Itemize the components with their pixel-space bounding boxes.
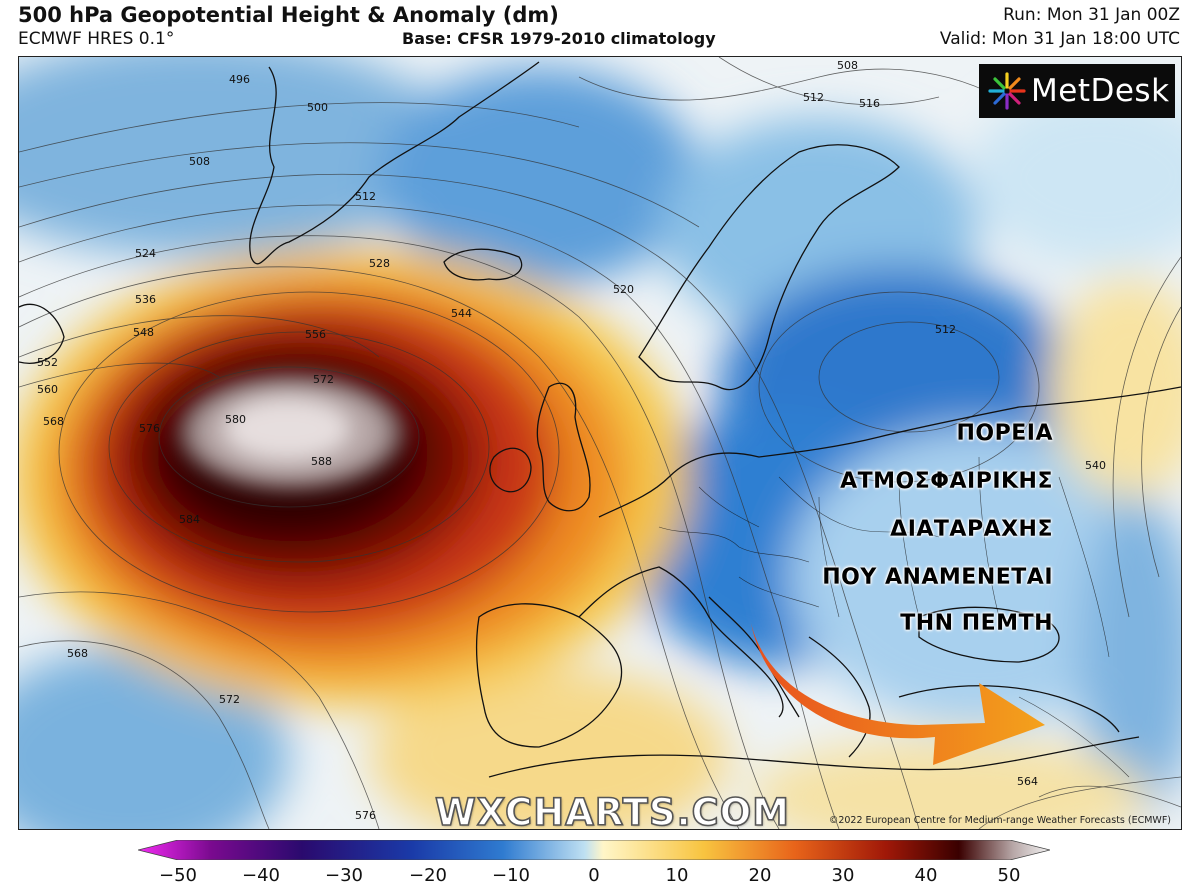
metdesk-logo: MetDesk	[979, 64, 1175, 118]
contour-label: 568	[43, 415, 64, 428]
contour-label: 572	[313, 373, 334, 386]
valid-time-label: Valid: Mon 31 Jan 18:00 UTC	[939, 29, 1180, 49]
contour-label: 560	[37, 383, 58, 396]
contour-label: 568	[67, 647, 88, 660]
colorbar-tick: −30	[325, 865, 363, 886]
contour-label: 496	[229, 73, 250, 86]
model-label: ECMWF HRES 0.1°	[18, 29, 175, 49]
colorbar-tick: 30	[831, 865, 855, 886]
contour-label: 516	[859, 97, 880, 110]
colorbar-tick: −10	[492, 865, 530, 886]
contour-label: 520	[613, 283, 634, 296]
contour-label: 572	[219, 693, 240, 706]
contour-label: 500	[307, 101, 328, 114]
anomaly-colorbar	[138, 840, 1050, 860]
contour-label: 564	[1017, 775, 1038, 788]
metdesk-logo-text: MetDesk	[1031, 73, 1170, 109]
annotation-line: ΤΗΝ ΠΕΜΤΗ	[900, 611, 1053, 636]
anomaly-field	[19, 57, 1181, 829]
contour-label: 548	[133, 326, 154, 339]
contour-label: 512	[355, 190, 376, 203]
contour-label: 524	[135, 247, 156, 260]
contour-label: 552	[37, 356, 58, 369]
colorbar-tick: 20	[748, 865, 772, 886]
contour-label: 544	[451, 307, 472, 320]
contour-label: 576	[355, 809, 376, 822]
annotation-line: ΠΟΥ ΑΝΑΜΕΝΕΤΑΙ	[822, 565, 1053, 590]
contour-label: 508	[837, 59, 858, 72]
run-time-label: Run: Mon 31 Jan 00Z	[1003, 5, 1180, 25]
colorbar-tick: −40	[242, 865, 280, 886]
colorbar-tick: 50	[997, 865, 1021, 886]
contour-label: 556	[305, 328, 326, 341]
climatology-base-label: Base: CFSR 1979-2010 climatology	[402, 29, 716, 48]
contour-label: 540	[1085, 459, 1106, 472]
contour-label: 580	[225, 413, 246, 426]
orange-curved-arrow-icon	[751, 623, 1045, 765]
colorbar-tick: −50	[159, 865, 197, 886]
contour-labels: 496 500 508 512 524 528 536 544 548 552 …	[37, 59, 1106, 822]
colorbar-tick: 40	[914, 865, 938, 886]
map-canvas: 496 500 508 512 524 528 536 544 548 552 …	[19, 57, 1181, 829]
chart-title: 500 hPa Geopotential Height & Anomaly (d…	[18, 3, 559, 27]
annotation-line: ΠΟΡΕΙΑ	[956, 421, 1053, 446]
annotation-line: ΔΙΑΤΑΡΑΧΗΣ	[890, 517, 1053, 542]
height-contours	[19, 57, 1181, 829]
contour-label: 536	[135, 293, 156, 306]
colorbar-tick: −20	[409, 865, 447, 886]
contour-label: 528	[369, 257, 390, 270]
contour-label: 588	[311, 455, 332, 468]
annotation-line: ΑΤΜΟΣΦΑΙΡΙΚΗΣ	[840, 469, 1053, 494]
copyright-notice: ©2022 European Centre for Medium-range W…	[828, 815, 1171, 826]
colorbar-tick: 0	[588, 865, 600, 886]
weather-map[interactable]: 496 500 508 512 524 528 536 544 548 552 …	[18, 56, 1182, 830]
contour-label: 512	[803, 91, 824, 104]
contour-label: 576	[139, 422, 160, 435]
metdesk-starburst-icon	[987, 71, 1027, 111]
colorbar-tick: 10	[665, 865, 689, 886]
coastlines	[19, 61, 1181, 778]
contour-label: 512	[935, 323, 956, 336]
contour-label: 508	[189, 155, 210, 168]
wxcharts-watermark: WXCHARTS.COM	[434, 790, 790, 830]
contour-label: 584	[179, 513, 200, 526]
